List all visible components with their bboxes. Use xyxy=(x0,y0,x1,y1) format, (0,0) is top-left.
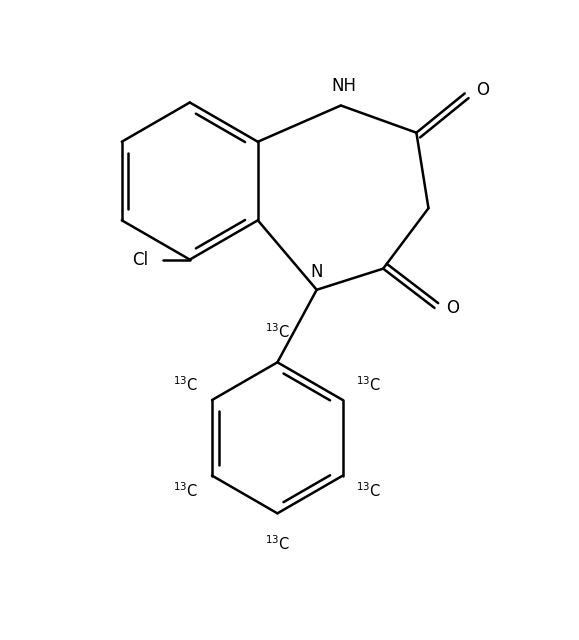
Text: Cl: Cl xyxy=(132,251,148,269)
Text: $^{13}$C: $^{13}$C xyxy=(265,534,290,553)
Text: $^{13}$C: $^{13}$C xyxy=(173,376,199,394)
Text: $^{13}$C: $^{13}$C xyxy=(173,481,199,500)
Text: N: N xyxy=(310,262,323,281)
Text: $^{13}$C: $^{13}$C xyxy=(265,323,290,341)
Text: O: O xyxy=(477,81,489,99)
Text: $^{13}$C: $^{13}$C xyxy=(357,376,382,394)
Text: $^{13}$C: $^{13}$C xyxy=(357,481,382,500)
Text: O: O xyxy=(446,299,459,317)
Text: NH: NH xyxy=(331,77,357,95)
